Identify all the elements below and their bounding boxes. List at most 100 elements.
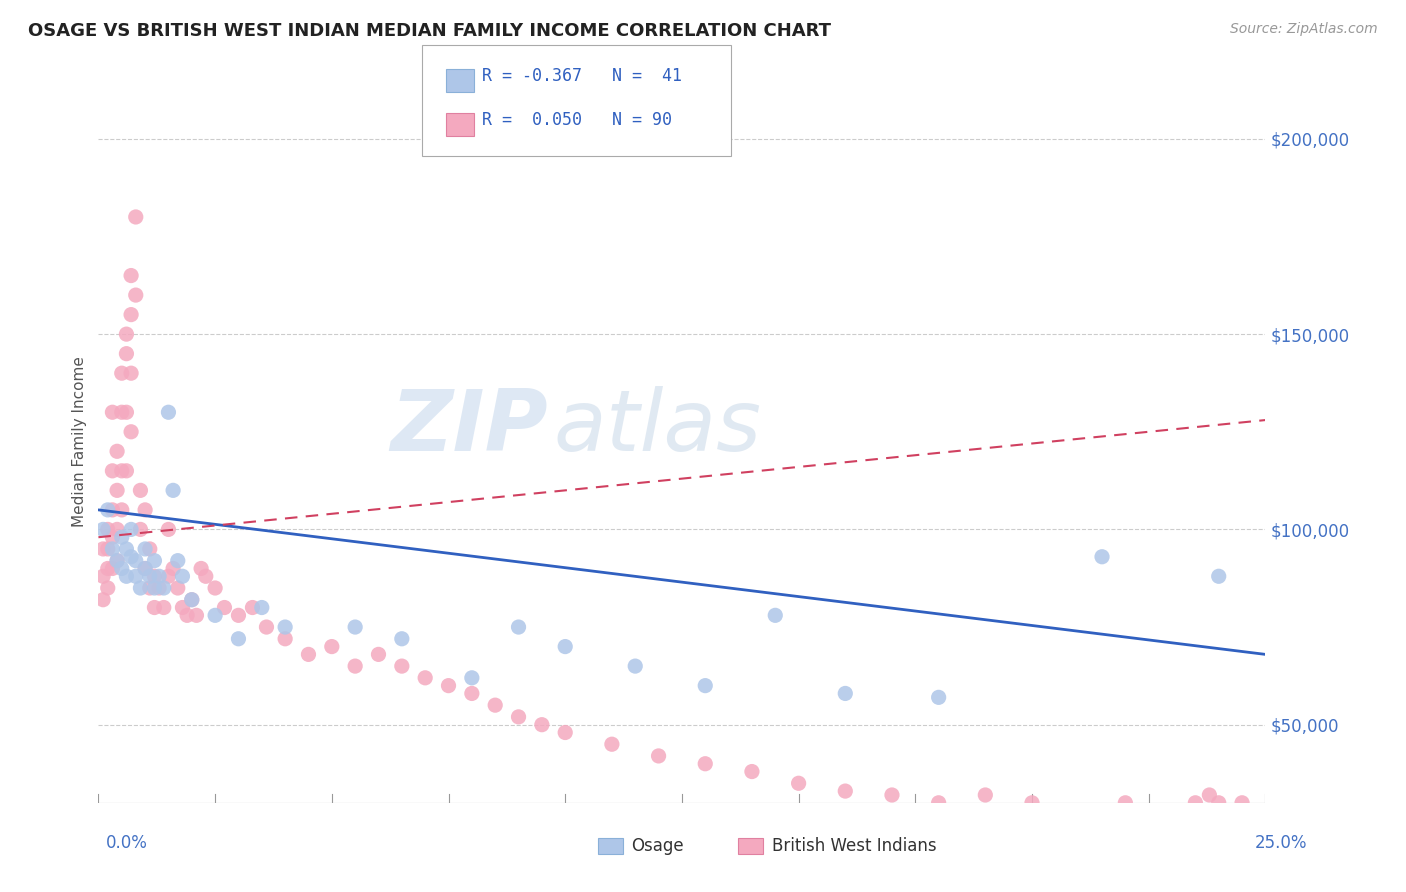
Point (120, 308, 142, 322)
Point (180, 592, 202, 607)
Point (105, 554, 128, 568)
Y-axis label: Median Family Income: Median Family Income (72, 356, 87, 527)
Point (148, 569, 170, 583)
Point (176, 608, 198, 623)
Point (134, 561, 156, 575)
Point (97, 523, 120, 537)
Point (530, 717, 553, 731)
Point (928, 690, 950, 705)
Point (1184, 796, 1206, 810)
Point (741, 764, 763, 779)
Point (143, 569, 166, 583)
Point (367, 648, 389, 662)
Point (115, 405, 138, 419)
Point (101, 541, 124, 556)
Point (120, 268, 142, 283)
Point (105, 444, 128, 458)
Point (1216, 804, 1239, 818)
Point (111, 530, 134, 544)
Point (91, 523, 114, 537)
Point (344, 659, 367, 673)
Text: R = -0.367   N =  41: R = -0.367 N = 41 (482, 67, 682, 85)
Point (157, 405, 180, 419)
Point (1226, 812, 1249, 826)
Text: Source: ZipAtlas.com: Source: ZipAtlas.com (1230, 22, 1378, 37)
Point (647, 748, 669, 763)
Point (1236, 804, 1258, 818)
Point (204, 581, 226, 595)
Text: 0.0%: 0.0% (105, 834, 148, 852)
Point (101, 503, 124, 517)
Point (180, 592, 202, 607)
Point (97, 561, 120, 575)
Point (554, 725, 576, 739)
Point (297, 648, 319, 662)
Point (787, 776, 810, 790)
Point (834, 784, 856, 798)
Point (1114, 796, 1136, 810)
Point (974, 788, 997, 802)
Point (763, 608, 786, 623)
Point (172, 569, 194, 583)
Point (105, 483, 128, 498)
Point (250, 600, 273, 615)
Point (194, 569, 217, 583)
Point (391, 659, 413, 673)
Point (484, 698, 506, 713)
Point (105, 523, 128, 537)
Point (228, 632, 250, 646)
Point (120, 366, 142, 380)
Text: OSAGE VS BRITISH WEST INDIAN MEDIAN FAMILY INCOME CORRELATION CHART: OSAGE VS BRITISH WEST INDIAN MEDIAN FAMI… (28, 22, 831, 40)
Point (97, 581, 120, 595)
Point (143, 581, 166, 595)
Point (554, 640, 576, 654)
Point (1067, 804, 1090, 818)
Point (134, 541, 156, 556)
Point (139, 541, 162, 556)
Point (125, 210, 148, 224)
Point (105, 554, 128, 568)
Point (129, 581, 152, 595)
Point (190, 561, 212, 575)
Point (111, 405, 134, 419)
Point (695, 756, 717, 771)
Point (120, 549, 142, 564)
Point (928, 796, 950, 810)
Point (115, 327, 138, 342)
Point (228, 608, 250, 623)
Point (172, 600, 194, 615)
Point (143, 600, 166, 615)
Point (274, 620, 297, 634)
Point (162, 483, 184, 498)
Point (437, 679, 460, 693)
Text: atlas: atlas (554, 385, 762, 468)
Point (91, 541, 114, 556)
Point (111, 561, 134, 575)
Point (152, 581, 174, 595)
Point (1240, 815, 1263, 830)
Point (157, 523, 180, 537)
Point (120, 523, 142, 537)
Point (344, 620, 367, 634)
Point (1208, 796, 1230, 810)
Point (101, 561, 124, 575)
Point (1161, 804, 1184, 818)
Point (880, 788, 903, 802)
Point (204, 608, 226, 623)
Point (256, 620, 278, 634)
Point (91, 592, 114, 607)
Point (695, 679, 717, 693)
Point (242, 600, 264, 615)
Point (115, 569, 138, 583)
Point (129, 523, 152, 537)
Point (148, 581, 170, 595)
Text: ZIP: ZIP (389, 385, 548, 468)
Point (120, 425, 142, 439)
Point (461, 686, 484, 700)
Point (134, 561, 156, 575)
Point (166, 581, 188, 595)
Point (1021, 796, 1043, 810)
Point (274, 632, 297, 646)
Point (111, 503, 134, 517)
Point (508, 620, 530, 634)
